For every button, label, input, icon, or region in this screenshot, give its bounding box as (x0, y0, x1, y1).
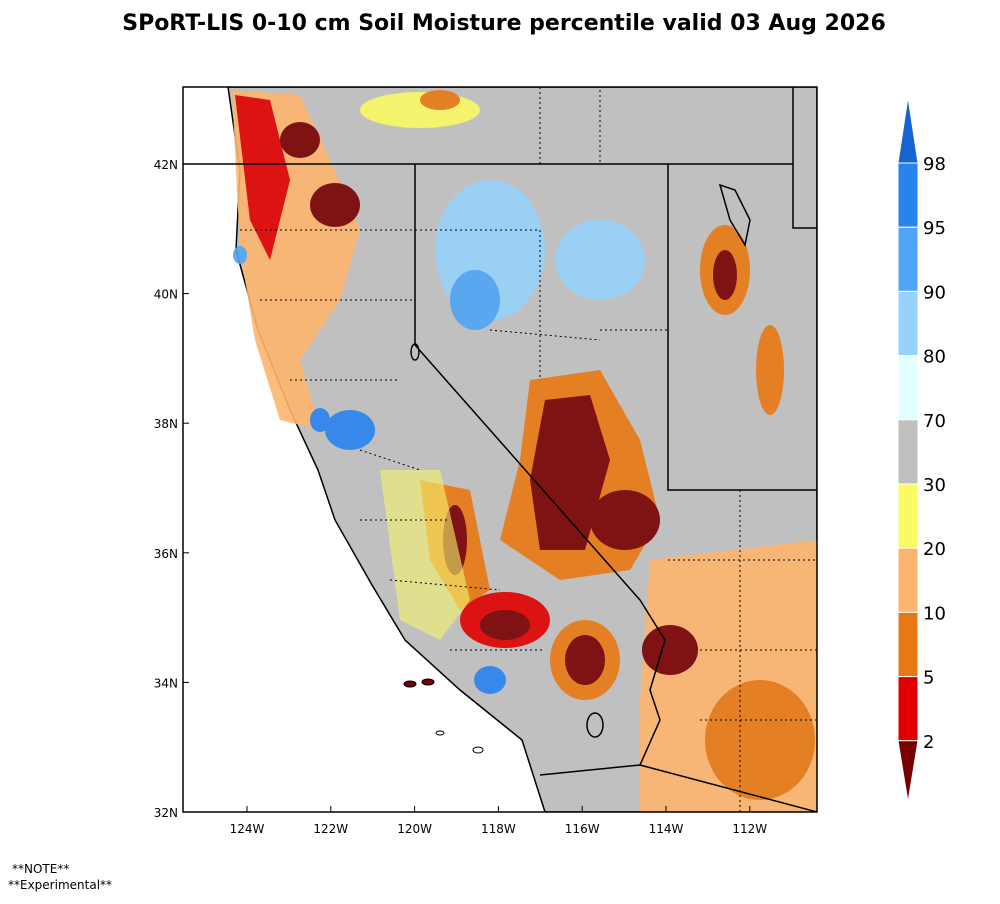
lon-tick-label: 116W (565, 822, 600, 836)
lon-tick-label: 114W (649, 822, 684, 836)
note: **NOTE** (12, 862, 69, 876)
colorbar-segment (897, 355, 919, 421)
colorbar-segment (897, 611, 919, 678)
lon-tick-label: 120W (397, 822, 432, 836)
colorbar-label: 90 (923, 282, 946, 303)
colorbar-segment (897, 547, 919, 613)
colorbar-label: 2 (923, 732, 934, 753)
map (183, 87, 817, 812)
colorbar-label: 5 (923, 668, 934, 689)
colorbar-label: 98 (923, 154, 946, 175)
colorbar-label: 10 (923, 603, 946, 624)
note: **Experimental** (8, 878, 112, 892)
colorbar-arrow (897, 96, 919, 164)
title: SPoRT-LIS 0-10 cm Soil Moisture percenti… (122, 11, 886, 36)
colorbar-label: 70 (923, 411, 946, 432)
lon-tick-label: 122W (313, 822, 348, 836)
colorbar-label: 95 (923, 218, 946, 239)
lat-tick-label: 36N (154, 547, 178, 561)
lon-tick-label: 124W (230, 822, 265, 836)
lon-tick-label: 112W (732, 822, 767, 836)
lat-tick-label: 38N (154, 417, 178, 431)
lat-tick-label: 42N (154, 158, 178, 172)
colorbar-segment (897, 676, 919, 742)
colorbar-segment (897, 162, 919, 228)
lon-tick-label: 118W (481, 822, 516, 836)
colorbar-label: 30 (923, 475, 946, 496)
colorbar-segment (897, 226, 919, 292)
map-frame (182, 86, 818, 813)
colorbar-label: 80 (923, 347, 946, 368)
colorbar-segment (897, 419, 919, 485)
colorbar-arrow (897, 740, 919, 803)
colorbar-label: 20 (923, 539, 946, 560)
lat-tick-label: 40N (154, 288, 178, 302)
colorbar-segment (897, 483, 919, 549)
colorbar-segment (897, 290, 919, 357)
lat-tick-label: 32N (154, 806, 178, 820)
lat-tick-label: 34N (154, 676, 178, 690)
